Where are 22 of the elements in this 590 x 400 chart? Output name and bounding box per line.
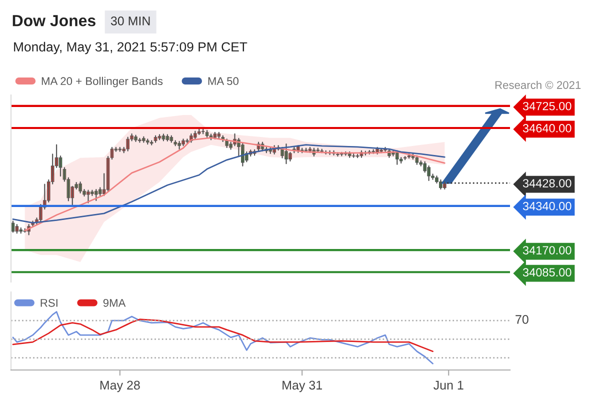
y-tick-label: 34085.00: [522, 268, 572, 277]
legend-label: RSI: [40, 298, 58, 307]
y-tick-label: 34640.00: [522, 124, 572, 132]
line-series: [24, 137, 446, 232]
y-tick-label: 34725.00: [522, 102, 572, 110]
legend-label: MA 50: [208, 77, 238, 86]
y-tick-label: 34340.00: [522, 202, 572, 210]
x-tick-label: May 28: [100, 380, 140, 392]
x-tick-label: May 31: [282, 380, 322, 392]
y-tick-label: 34170.00: [522, 246, 572, 254]
line-series: [12, 144, 446, 224]
chart-subtitle: Monday, May 31, 2021 5:57:09 PM CET: [14, 42, 248, 54]
candlestick: [201, 128, 205, 134]
text: Research © 2021: [495, 80, 581, 89]
chart-title: Dow Jones: [12, 15, 96, 26]
y-tick-label: 34428.00: [522, 179, 572, 188]
legend-label: 9MA: [103, 298, 126, 307]
candlestick: [352, 153, 356, 158]
text: 70: [516, 315, 528, 324]
text: 30 MIN: [110, 16, 150, 26]
x-tick-label: Jun 1: [434, 380, 464, 390]
legend-label: MA 20 + Bollinger Bands: [42, 76, 163, 88]
